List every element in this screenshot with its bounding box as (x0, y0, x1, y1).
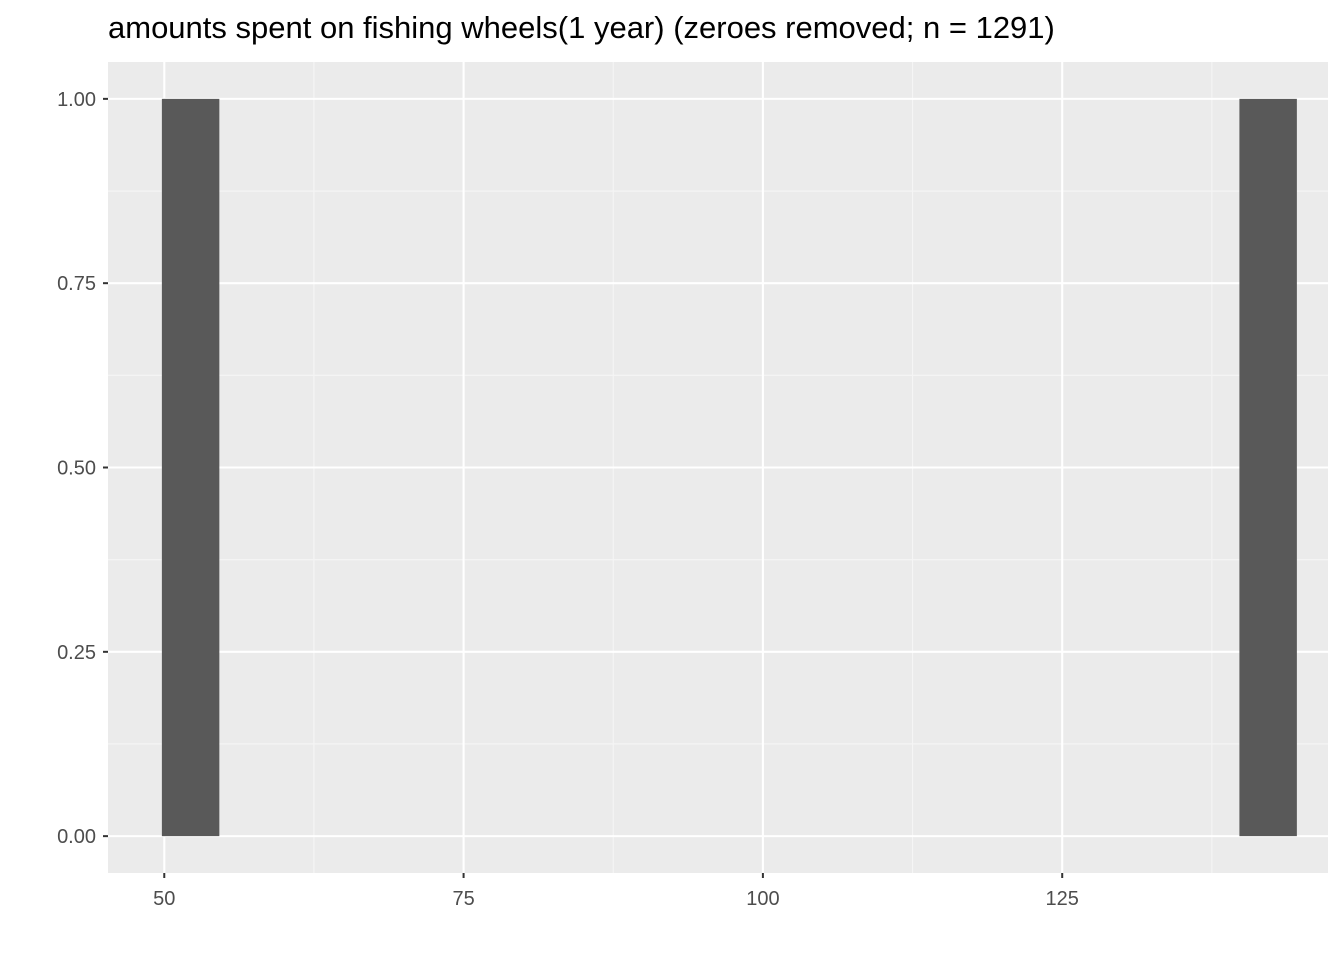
y-axis: 0.00 0.25 0.50 0.75 1.00 (57, 89, 108, 848)
x-tick-label: 50 (153, 888, 175, 910)
x-tick-label: 100 (746, 888, 779, 910)
histogram-bar (1239, 98, 1297, 837)
y-tick-label: 0.50 (57, 458, 96, 480)
y-tick-label: 0.25 (57, 642, 96, 664)
x-tick-label: 75 (452, 888, 474, 910)
y-tick-label: 1.00 (57, 89, 96, 111)
x-tick-label: 125 (1046, 888, 1079, 910)
y-tick-label: 0.00 (57, 826, 96, 848)
y-tick-label: 0.75 (57, 273, 96, 295)
histogram-bar (161, 98, 220, 837)
bars (161, 98, 1297, 837)
chart-title: amounts spent on fishing wheels(1 year) … (108, 10, 1055, 45)
x-axis: 50 75 100 125 (153, 873, 1079, 910)
